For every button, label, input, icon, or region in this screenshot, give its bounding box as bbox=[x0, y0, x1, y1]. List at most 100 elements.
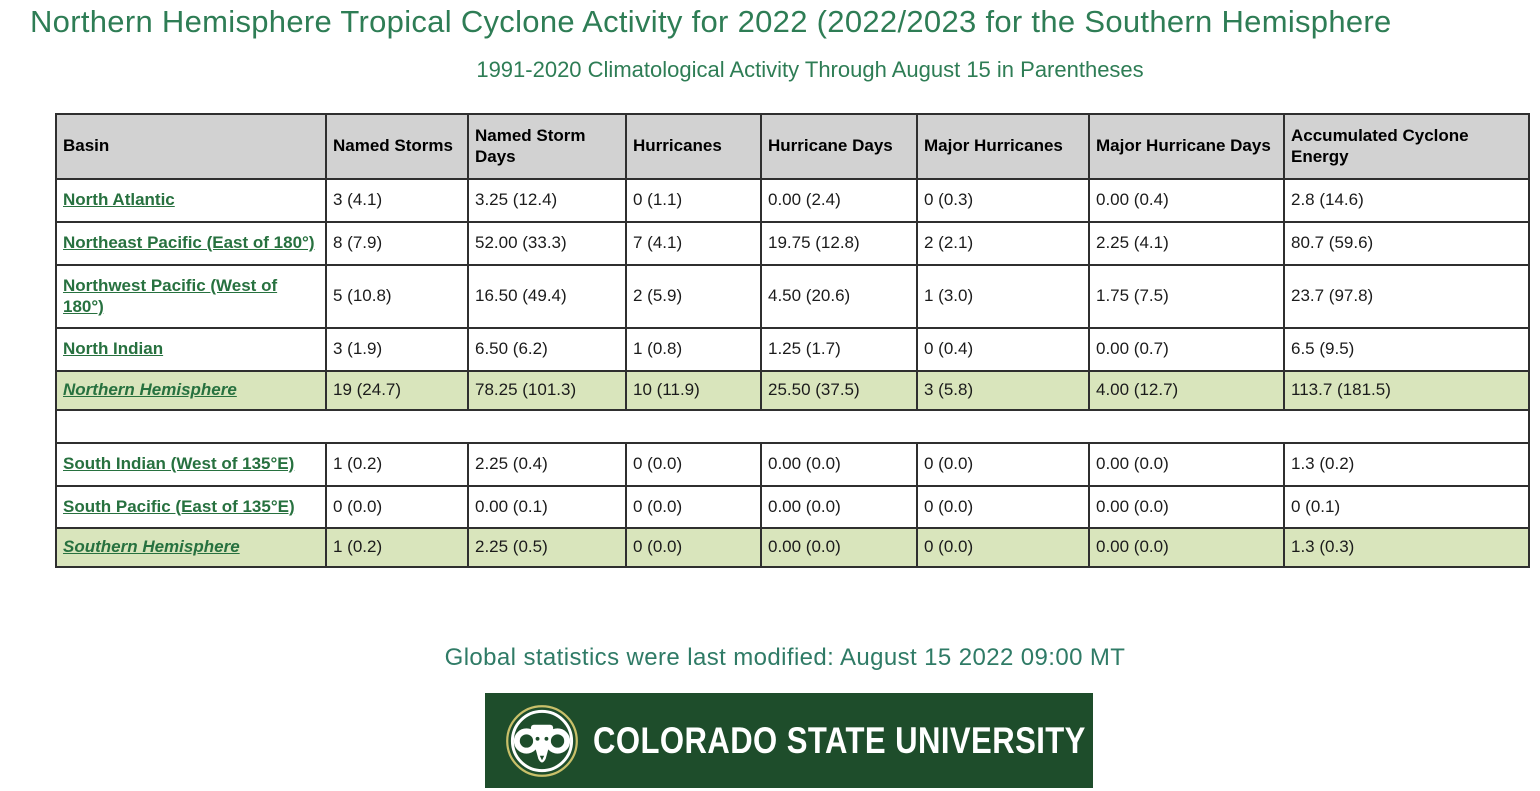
basin-cell: Northeast Pacific (East of 180°) bbox=[55, 221, 327, 266]
stat-cell: 0.00 (0.0) bbox=[760, 441, 918, 487]
stat-cell: 25.50 (37.5) bbox=[760, 370, 918, 411]
table-row: North Atlantic 3 (4.1) 3.25 (12.4) 0 (1.1) 0… bbox=[55, 178, 1530, 224]
stat-cell: 1 (0.8) bbox=[625, 327, 762, 373]
stat-cell: 3 (1.9) bbox=[325, 327, 469, 373]
table-row: Northern Hemisphere 19 (24.7) 78.25 (101.3… bbox=[55, 370, 1530, 411]
table-row: South Indian (West of 135°E) 1 (0.2) 2.25 … bbox=[55, 441, 1530, 487]
stat-cell: 0 (0.1) bbox=[1283, 484, 1530, 530]
table-row: South Pacific (East of 135°E) 0 (0.0) 0.00… bbox=[55, 484, 1530, 530]
stat-cell: 1.3 (0.3) bbox=[1283, 527, 1530, 569]
table-row: Northwest Pacific (West of 180°) 5 (10.8)… bbox=[55, 263, 1530, 330]
stat-cell: 0.00 (0.7) bbox=[1088, 327, 1285, 373]
column-header-hurricane-days: Hurricane Days bbox=[760, 112, 918, 181]
table-row: Southern Hemisphere 1 (0.2) 2.25 (0.5) 0 (0… bbox=[55, 527, 1530, 569]
spacer-cell bbox=[55, 408, 1530, 444]
column-header-accumulated-cyclone-energy: Accumulated Cyclone Energy bbox=[1283, 112, 1530, 181]
stat-cell: 6.50 (6.2) bbox=[467, 327, 627, 373]
stat-cell: 4.50 (20.6) bbox=[760, 263, 918, 330]
stat-cell: 0 (0.4) bbox=[916, 327, 1090, 373]
stat-cell: 1 (0.2) bbox=[325, 441, 469, 487]
stat-cell: 19.75 (12.8) bbox=[760, 221, 918, 266]
table-row: Northeast Pacific (East of 180°) 8 (7.9) 5… bbox=[55, 221, 1530, 266]
stat-cell: 4.00 (12.7) bbox=[1088, 370, 1285, 411]
ram-head-icon bbox=[506, 704, 578, 777]
stat-cell: 2 (2.1) bbox=[916, 221, 1090, 266]
stat-cell: 8 (7.9) bbox=[325, 221, 469, 266]
basin-link-south-indian-west-of-135-e[interactable]: South Indian (West of 135°E) bbox=[63, 453, 295, 473]
stat-cell: 7 (4.1) bbox=[625, 221, 762, 266]
stat-cell: 1 (0.2) bbox=[325, 527, 469, 569]
stat-cell: 0 (0.0) bbox=[916, 441, 1090, 487]
csu-wordmark-box: COLORADO STATE UNIVERSITY bbox=[593, 720, 1085, 762]
column-header-major-hurricane-days: Major Hurricane Days bbox=[1088, 112, 1285, 181]
table-header-row: Basin Named Storms Named Storm Days Hurrica… bbox=[55, 112, 1530, 181]
basin-link-north-atlantic[interactable]: North Atlantic bbox=[63, 190, 175, 210]
stat-cell: 80.7 (59.6) bbox=[1283, 221, 1530, 266]
stat-cell: 5 (10.8) bbox=[325, 263, 469, 330]
table-row: North Indian 3 (1.9) 6.50 (6.2) 1 (0.8) 1.25… bbox=[55, 327, 1530, 373]
basin-cell: Northwest Pacific (West of 180°) bbox=[55, 263, 327, 330]
stat-cell: 2.8 (14.6) bbox=[1283, 178, 1530, 224]
stat-cell: 19 (24.7) bbox=[325, 370, 469, 411]
page-subtitle: 1991-2020 Climatological Activity Throug… bbox=[476, 57, 1144, 82]
basin-cell: South Pacific (East of 135°E) bbox=[55, 484, 327, 530]
spacer-row bbox=[55, 408, 1530, 444]
stat-cell: 0 (0.0) bbox=[916, 484, 1090, 530]
stat-cell: 52.00 (33.3) bbox=[467, 221, 627, 266]
stat-cell: 113.7 (181.5) bbox=[1283, 370, 1530, 411]
column-header-major-hurricanes: Major Hurricanes bbox=[916, 112, 1090, 181]
stat-cell: 2.25 (0.5) bbox=[467, 527, 627, 569]
stat-cell: 3.25 (12.4) bbox=[467, 178, 627, 224]
basin-cell: Southern Hemisphere bbox=[55, 527, 327, 569]
stat-cell: 6.5 (9.5) bbox=[1283, 327, 1530, 373]
cyclone-activity-table: Basin Named Storms Named Storm Days Hurrica… bbox=[55, 112, 1530, 569]
stat-cell: 2.25 (4.1) bbox=[1088, 221, 1285, 266]
stat-cell: 0.00 (0.0) bbox=[1088, 484, 1285, 530]
stat-cell: 0.00 (0.1) bbox=[467, 484, 627, 530]
stat-cell: 0 (0.0) bbox=[625, 527, 762, 569]
stat-cell: 1 (3.0) bbox=[916, 263, 1090, 330]
stat-cell: 0.00 (0.0) bbox=[1088, 527, 1285, 569]
table-body: North Atlantic 3 (4.1) 3.25 (12.4) 0 (1.1) 0… bbox=[55, 178, 1530, 569]
stat-cell: 2 (5.9) bbox=[625, 263, 762, 330]
stat-cell: 0 (0.0) bbox=[916, 527, 1090, 569]
stat-cell: 0.00 (2.4) bbox=[760, 178, 918, 224]
basin-cell: North Atlantic bbox=[55, 178, 327, 224]
stat-cell: 0 (0.0) bbox=[625, 441, 762, 487]
stat-cell: 0.00 (0.0) bbox=[1088, 441, 1285, 487]
column-header-named-storms: Named Storms bbox=[325, 112, 469, 181]
stat-cell: 3 (5.8) bbox=[916, 370, 1090, 411]
basin-link-northwest-pacific-west-of-180[interactable]: Northwest Pacific (West of 180°) bbox=[63, 275, 278, 316]
stat-cell: 16.50 (49.4) bbox=[467, 263, 627, 330]
column-header-hurricanes: Hurricanes bbox=[625, 112, 762, 181]
basin-cell: Northern Hemisphere bbox=[55, 370, 327, 411]
stat-cell: 0.00 (0.0) bbox=[760, 484, 918, 530]
stat-cell: 0 (0.3) bbox=[916, 178, 1090, 224]
stat-cell: 2.25 (0.4) bbox=[467, 441, 627, 487]
column-header-basin: Basin bbox=[55, 112, 327, 181]
stat-cell: 0.00 (0.4) bbox=[1088, 178, 1285, 224]
stat-cell: 0 (0.0) bbox=[625, 484, 762, 530]
basin-link-northeast-pacific-east-of-180[interactable]: Northeast Pacific (East of 180°) bbox=[63, 233, 315, 253]
last-modified-note: Global statistics were last modified: Au… bbox=[444, 644, 1126, 671]
basin-link-northern-hemisphere[interactable]: Northern Hemisphere bbox=[63, 380, 237, 400]
page-title: Northern Hemisphere Tropical Cyclone Act… bbox=[30, 4, 1392, 39]
basin-link-south-pacific-east-of-135-e[interactable]: South Pacific (East of 135°E) bbox=[63, 496, 295, 516]
stat-cell: 1.75 (7.5) bbox=[1088, 263, 1285, 330]
stat-cell: 0 (1.1) bbox=[625, 178, 762, 224]
basin-link-north-indian[interactable]: North Indian bbox=[63, 339, 164, 359]
stat-cell: 23.7 (97.8) bbox=[1283, 263, 1530, 330]
column-header-named-storm-days: Named Storm Days bbox=[467, 112, 627, 181]
stat-cell: 1.3 (0.2) bbox=[1283, 441, 1530, 487]
stat-cell: 0.00 (0.0) bbox=[760, 527, 918, 569]
stat-cell: 10 (11.9) bbox=[625, 370, 762, 411]
csu-wordmark: COLORADO STATE UNIVERSITY bbox=[593, 719, 1086, 761]
csu-logo-banner[interactable]: COLORADO STATE UNIVERSITY bbox=[485, 693, 1093, 788]
stat-cell: 78.25 (101.3) bbox=[467, 370, 627, 411]
basin-cell: South Indian (West of 135°E) bbox=[55, 441, 327, 487]
stat-cell: 3 (4.1) bbox=[325, 178, 469, 224]
basin-cell: North Indian bbox=[55, 327, 327, 373]
stat-cell: 1.25 (1.7) bbox=[760, 327, 918, 373]
basin-link-southern-hemisphere[interactable]: Southern Hemisphere bbox=[63, 537, 240, 557]
